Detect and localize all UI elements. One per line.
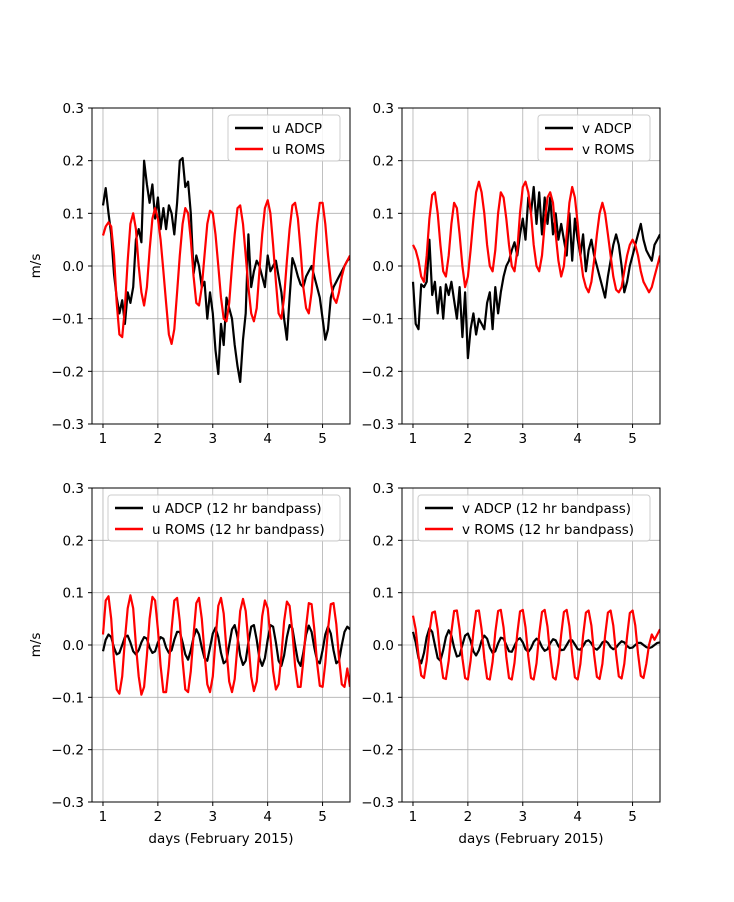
y-tick-label: 0.1 (373, 206, 394, 222)
legend: v ADCP v ROMS (537, 114, 651, 162)
x-tick-label: 2 (464, 431, 473, 447)
y-tick-label: 0.0 (63, 259, 84, 275)
x-tick-label: 5 (628, 809, 637, 825)
legend-label: v ADCP (582, 121, 631, 137)
y-tick-label: 0.2 (63, 154, 84, 170)
legend-label: u ADCP (12 hr bandpass) (152, 501, 322, 517)
series-line-roms (411, 608, 660, 681)
y-tick-label: −0.2 (51, 743, 84, 759)
y-tick-label: 0.3 (63, 481, 84, 497)
x-tick-label: 1 (99, 431, 108, 447)
legend-box (417, 494, 651, 542)
panel-1: 1 2 3 4 5−0.3−0.2−0.10.00.10.20.3m/su ADCPu … (28, 101, 351, 447)
legend-label: v ROMS (582, 142, 635, 158)
series-line-adcp (101, 156, 350, 383)
y-tick-label: −0.3 (361, 417, 394, 433)
legend: v ADCP (12 hr bandpass) v ROMS (12 hr ban… (417, 494, 651, 542)
y-tick-label: 0.0 (373, 638, 394, 654)
x-tick-label: 4 (263, 809, 272, 825)
x-tick-label: 3 (518, 809, 527, 825)
x-tick-label: 2 (464, 809, 473, 825)
y-tick-label: −0.1 (51, 312, 84, 328)
y-tick-label: 0.0 (373, 259, 394, 275)
x-tick-label: 5 (318, 809, 327, 825)
series-line-adcp (411, 185, 660, 360)
y-tick-label: 0.2 (373, 154, 394, 170)
x-tick-label: 2 (154, 809, 163, 825)
y-tick-label: 0.1 (373, 586, 394, 602)
x-tick-label: 5 (628, 431, 637, 447)
x-tick-label: 3 (208, 809, 217, 825)
y-tick-label: 0.2 (373, 533, 394, 549)
legend-label: u ADCP (272, 121, 322, 137)
x-tick-label: 3 (518, 431, 527, 447)
x-axis-label: days (February 2015) (458, 831, 603, 847)
x-tick-label: 1 (409, 809, 418, 825)
y-axis-label: m/s (28, 633, 44, 658)
y-tick-label: −0.1 (51, 690, 84, 706)
y-tick-label: −0.3 (51, 417, 84, 433)
y-tick-label: −0.2 (51, 364, 84, 380)
series-line-roms (101, 199, 350, 345)
series-line-roms (412, 180, 660, 294)
y-tick-label: −0.1 (361, 312, 394, 328)
x-tick-label: 5 (318, 431, 327, 447)
y-tick-label: 0.1 (63, 206, 84, 222)
x-tick-label: 4 (573, 809, 582, 825)
x-tick-label: 1 (409, 431, 418, 447)
x-tick-label: 2 (154, 431, 163, 447)
legend-label: v ROMS (12 hr bandpass) (462, 522, 634, 538)
legend: u ADCP (12 hr bandpass) u ROMS (12 hr ban… (107, 494, 341, 542)
legend-label: u ROMS (12 hr bandpass) (152, 522, 325, 538)
x-tick-label: 1 (99, 809, 108, 825)
panel-4: 1 2 3 4 5 −0.3 −0.2 −0.1 0.0 0.1 0.2 0.3 days (Febru… (361, 481, 661, 847)
y-axis-label: m/s (28, 254, 44, 279)
y-tick-label: −0.1 (361, 690, 394, 706)
y-tick-label: −0.2 (361, 743, 394, 759)
panel-2: 1 2 3 4 5 −0.3 −0.2 −0.1 0.0 0.1 0.2 0.3 v ADCP v ROM… (361, 101, 661, 447)
y-tick-label: −0.2 (361, 364, 394, 380)
x-tick-label: 4 (573, 431, 582, 447)
series-line-roms (101, 594, 350, 696)
y-tick-label: 0.3 (373, 481, 394, 497)
legend: u ADCP u ROMS (227, 114, 341, 162)
series-line-adcp (411, 627, 660, 665)
y-tick-label: −0.3 (361, 795, 394, 811)
y-tick-label: 0.3 (63, 101, 84, 117)
y-tick-label: 0.3 (373, 101, 394, 117)
y-tick-label: 0.2 (63, 533, 84, 549)
y-tick-label: 0.1 (63, 586, 84, 602)
y-tick-label: −0.3 (51, 795, 84, 811)
legend-label: v ADCP (12 hr bandpass) (462, 501, 631, 517)
legend-box (107, 494, 341, 542)
x-tick-label: 3 (208, 431, 217, 447)
panel-3: 1 2 3 4 5 −0.3 −0.2 −0.1 0.0 0.1 0.2 0.3 m/s days (Fe… (28, 481, 351, 847)
x-tick-label: 4 (263, 431, 272, 447)
y-tick-label: 0.0 (63, 638, 84, 654)
x-axis-label: days (February 2015) (148, 831, 293, 847)
legend-label: u ROMS (272, 142, 325, 158)
